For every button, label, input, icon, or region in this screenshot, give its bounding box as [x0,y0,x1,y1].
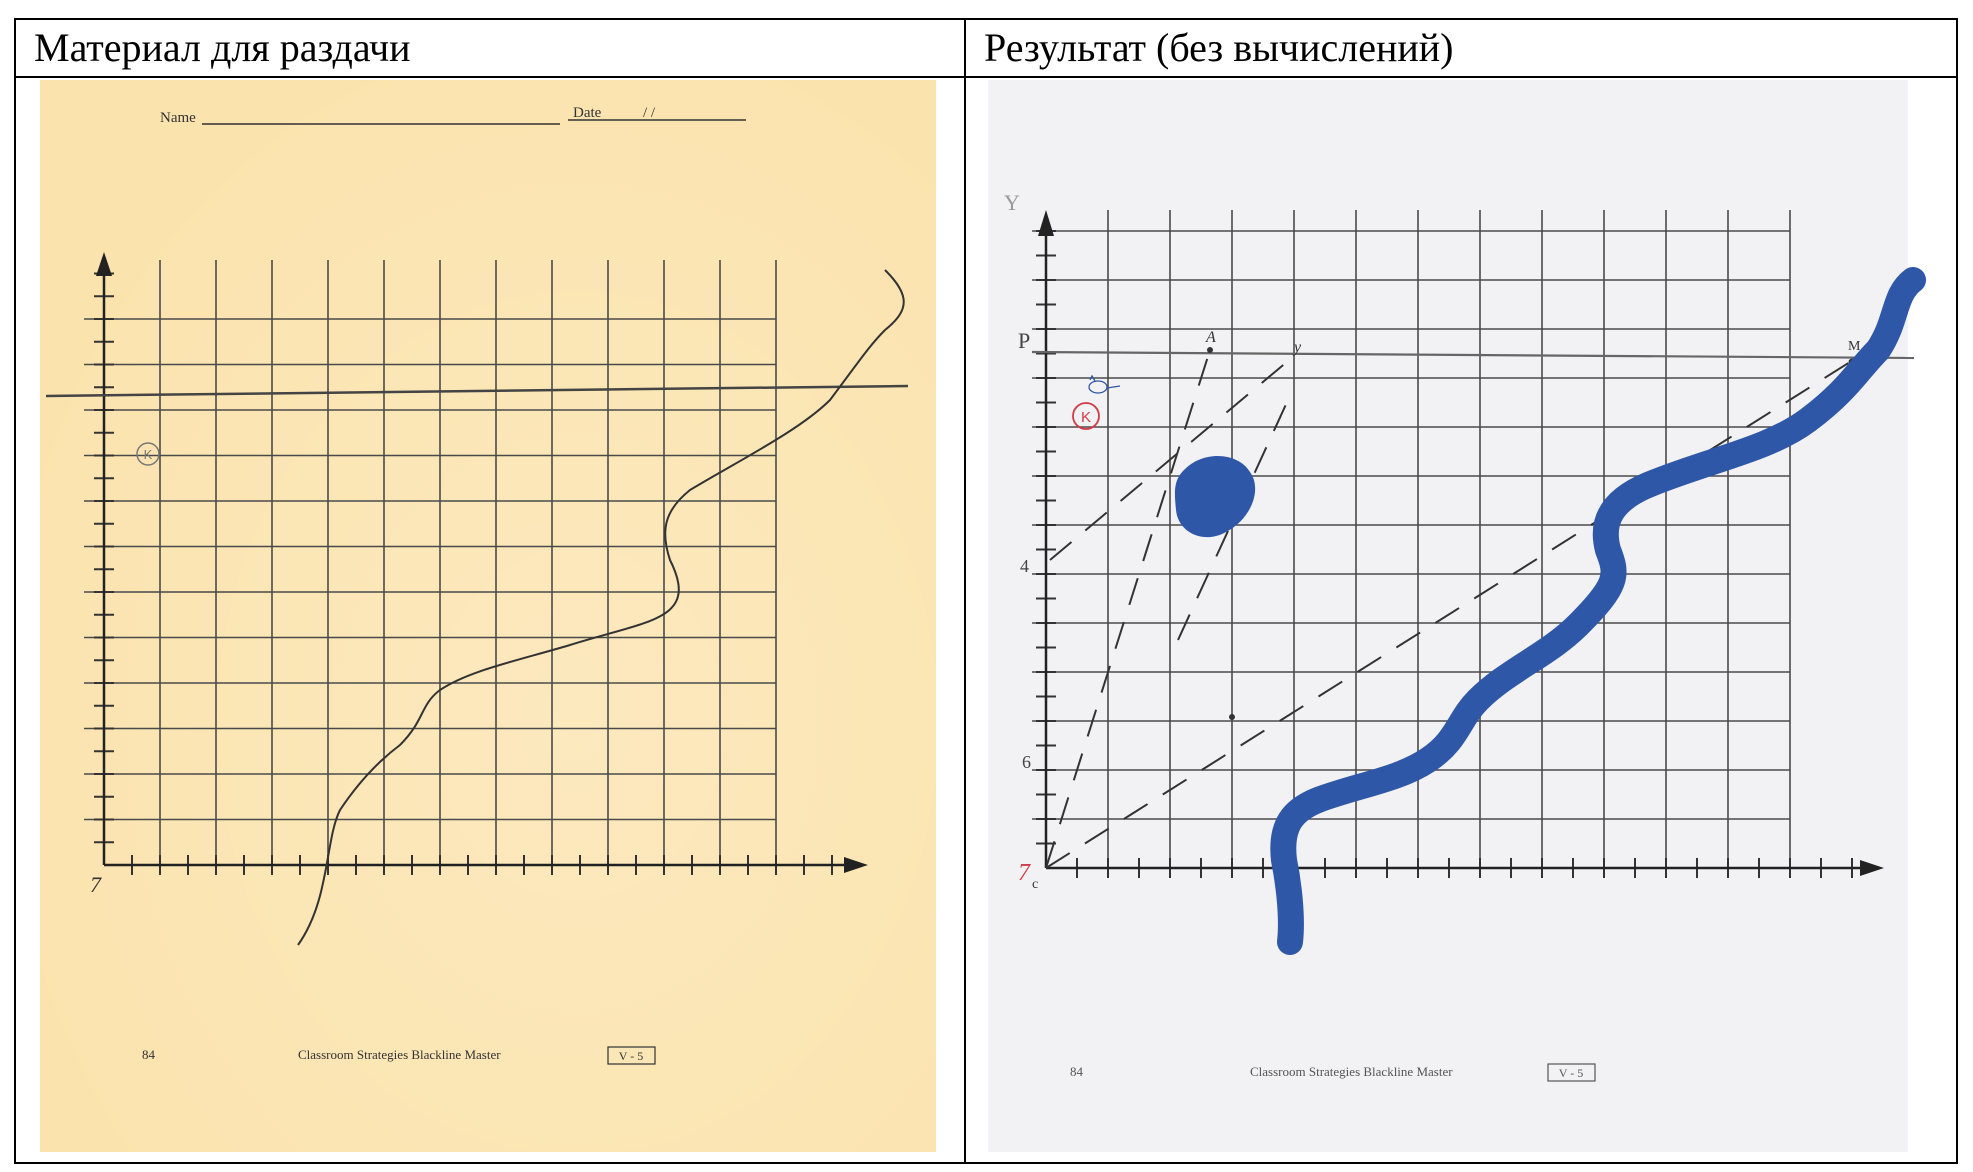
result-dashed-lines [1045,349,1851,869]
result-footer-code: V - 5 [1559,1066,1583,1080]
handout-page-number: 84 [142,1047,156,1062]
result-footer-code-box [1547,1063,1596,1082]
result-point-k-label: K [1081,409,1091,426]
date-label: Date [573,105,602,121]
result-point-mid [1229,714,1235,720]
handout-horizontal-line [45,384,909,398]
handout-y-arrow [96,252,112,276]
result-footer-text: Classroom Strategies Blackline Master [1250,1064,1453,1079]
header-result: Результат (без вычислений) [984,25,1454,70]
result-lake-blob [1174,455,1256,538]
comparison-table: Материал для раздачи Результат (без вычи… [14,18,1958,1164]
handout-point-k-label: K [144,447,153,462]
handout-footer-code: V - 5 [619,1049,643,1063]
date-slashes: / / [643,105,656,121]
handout-origin-label: 7 [90,872,102,897]
handout-footer-code-box [607,1046,656,1065]
result-paper-edge [1908,80,1936,1152]
name-label: Name [160,110,196,126]
result-label-m: M [1848,339,1861,354]
column-divider [964,20,966,1162]
result-cat-sketch [1088,374,1121,394]
result-origin-sub: c [1032,877,1038,892]
result-paper [988,80,1936,1152]
result-horizontal-line [1031,350,1915,360]
result-river [1270,267,1926,955]
handout-grid [84,260,777,865]
result-point-a [1207,347,1213,353]
result-label-6: 6 [1022,752,1031,772]
result-river-tail [1281,859,1294,943]
handout-point-k [136,442,160,466]
handout-x-arrow [844,857,868,873]
header-divider [16,76,1956,78]
handout-river-curve [297,269,905,946]
result-label-4: 4 [1020,556,1029,576]
result-page-number: 84 [1070,1064,1084,1079]
result-point-k [1072,402,1100,430]
header-handout: Материал для раздачи [34,25,411,70]
result-x-arrow [1860,860,1884,876]
handout-footer-text: Classroom Strategies Blackline Master [298,1047,501,1062]
result-photo: A y M P 4 6 Y K 7 c [988,80,1936,1152]
result-label-p: P [1018,328,1030,353]
result-axis-y-label: Y [1004,190,1020,215]
result-label-a: A [1205,329,1216,346]
result-origin-label: 7 [1018,860,1031,886]
result-label-y: y [1292,339,1302,356]
handout-photo: Name Date / / K 7 84 Classroom Strateg [40,80,936,1152]
result-y-arrow [1038,210,1054,236]
